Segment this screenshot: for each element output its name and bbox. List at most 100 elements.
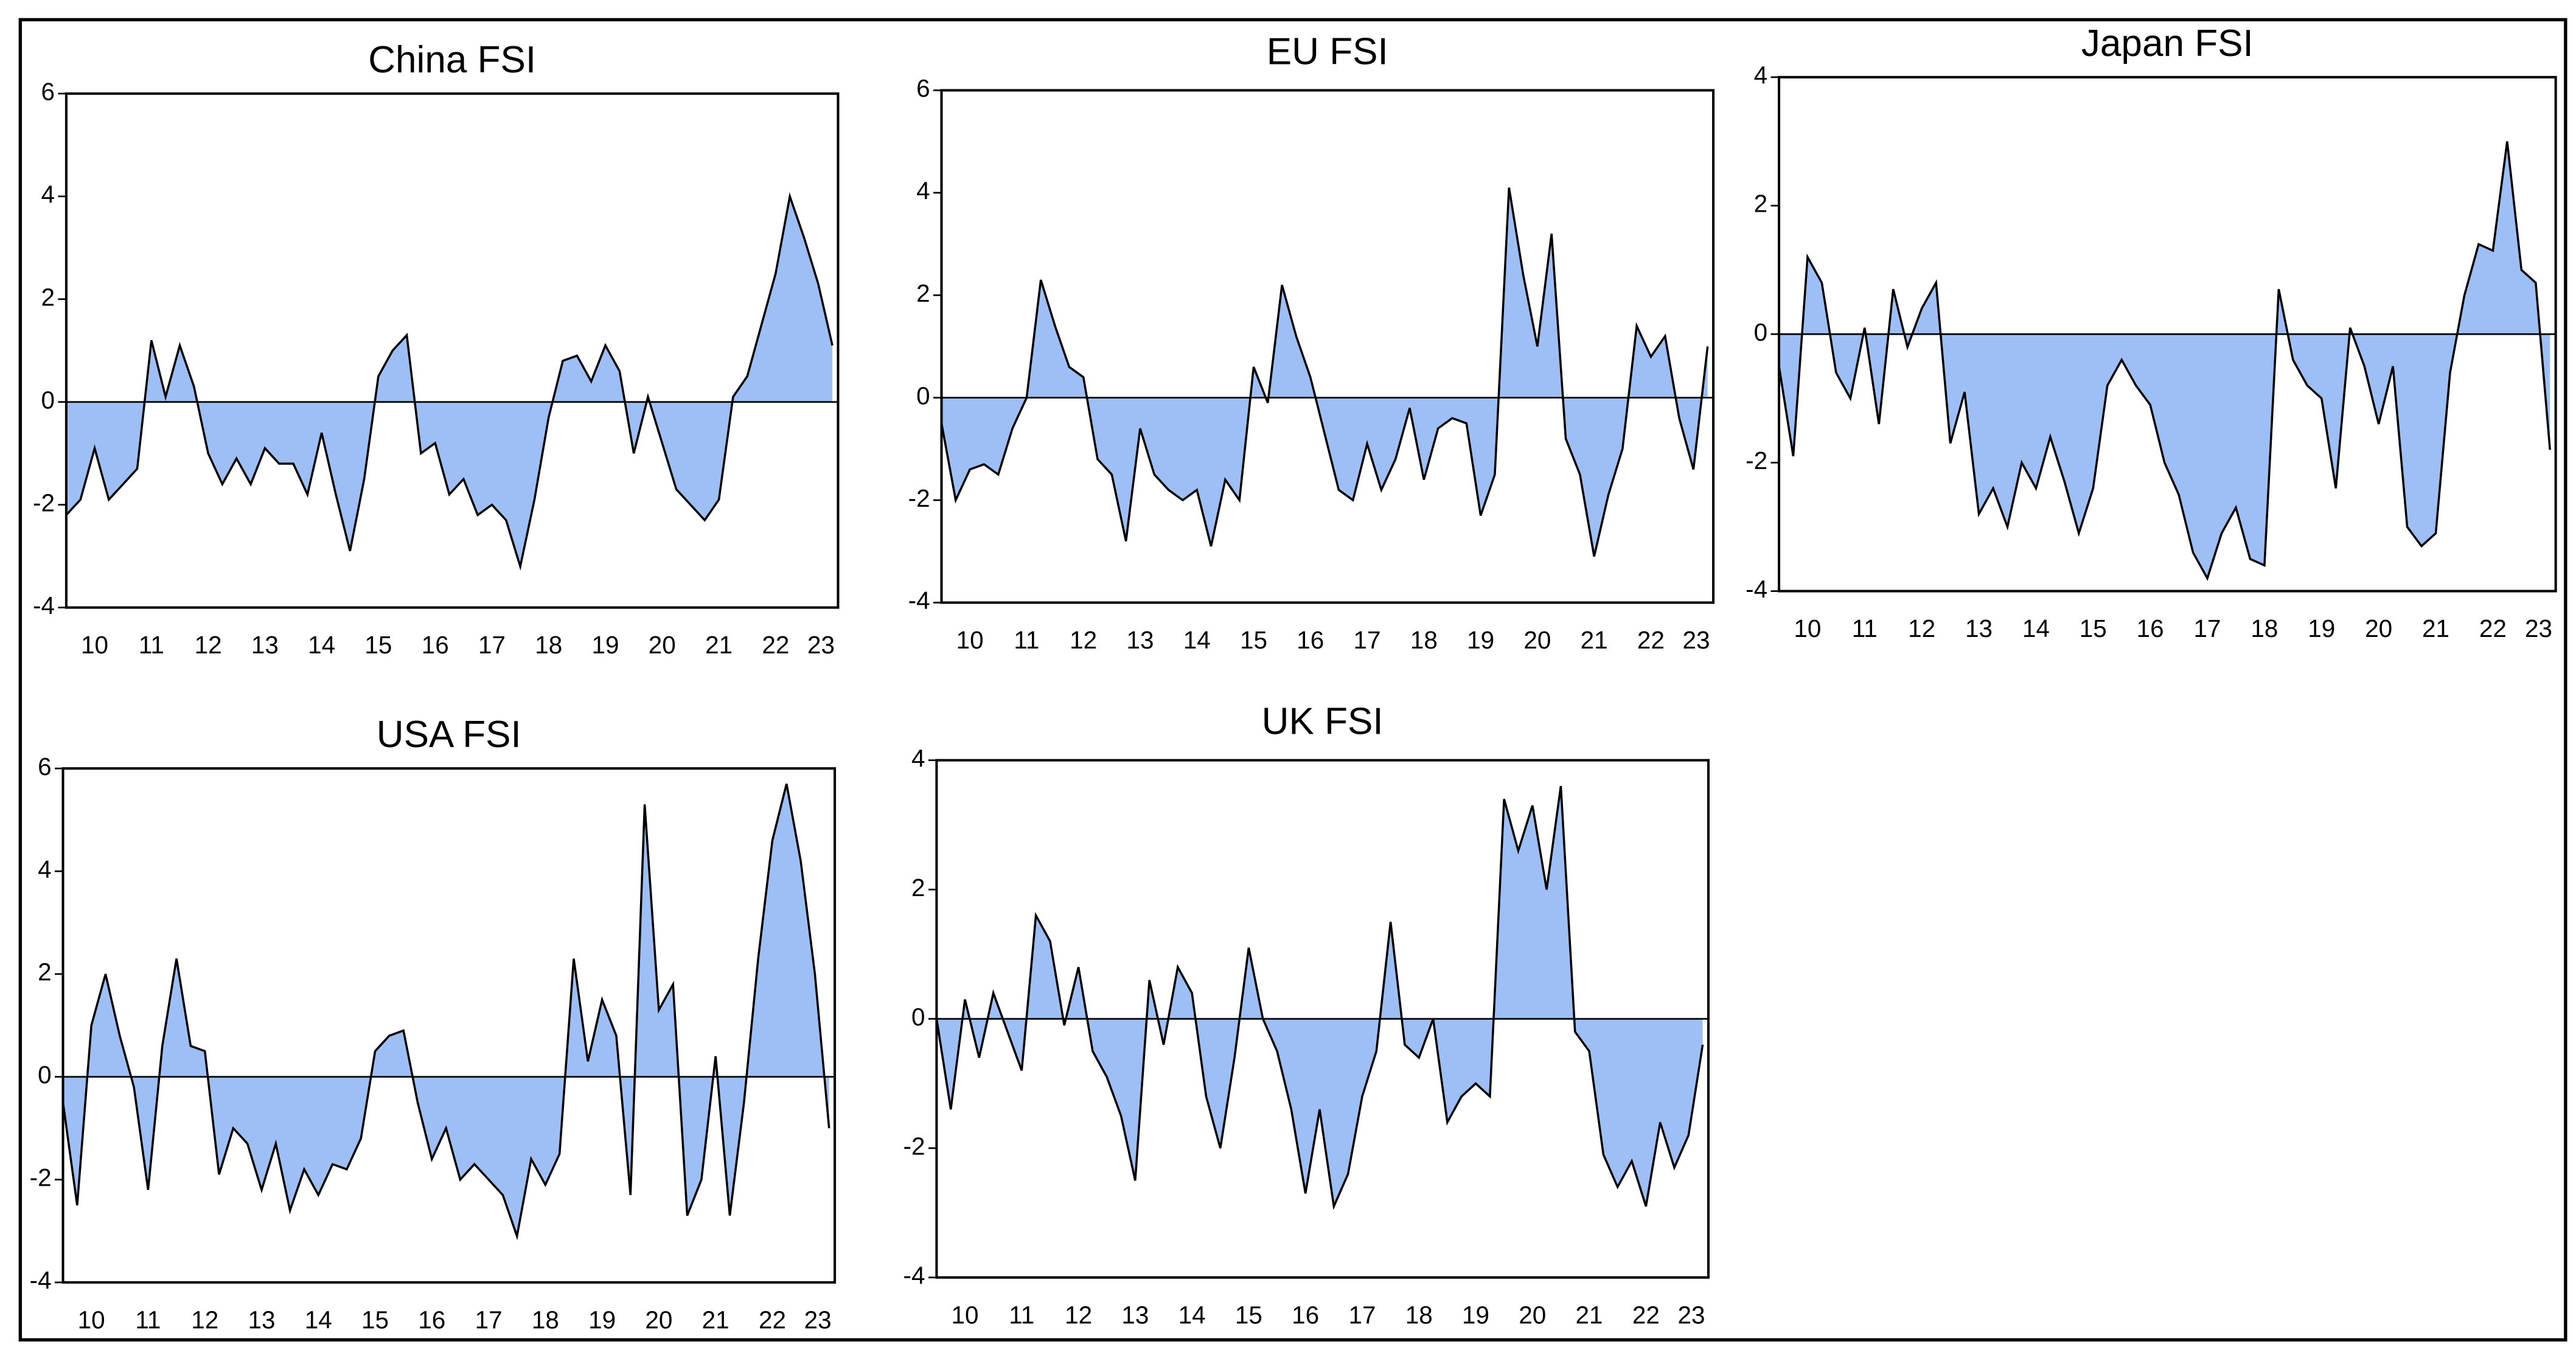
y-tick-label: -2 <box>903 1132 925 1160</box>
x-tick-label: 23 <box>2525 614 2552 642</box>
y-tick-label: 6 <box>38 753 52 781</box>
x-tick-label: 13 <box>1121 1301 1149 1329</box>
x-tick-label: 17 <box>478 631 506 659</box>
x-tick-label: 14 <box>305 1306 332 1334</box>
x-tick-label: 21 <box>702 1306 729 1334</box>
frame <box>18 18 2567 1342</box>
x-tick-label: 17 <box>1354 626 1381 654</box>
area-fill <box>941 187 1708 557</box>
x-tick-label: 13 <box>248 1306 275 1334</box>
plot-frame <box>940 89 1715 604</box>
plot-frame <box>1777 75 2557 593</box>
x-tick-label: 12 <box>1065 1301 1092 1329</box>
x-tick-label: 20 <box>1519 1301 1546 1329</box>
x-tick-label: 10 <box>956 626 984 654</box>
x-tick-label: 22 <box>759 1306 786 1334</box>
y-tick-label: -2 <box>908 484 930 512</box>
x-tick-label: 17 <box>1348 1301 1376 1329</box>
y-tick-label: 4 <box>916 177 930 205</box>
x-tick-label: 22 <box>2479 614 2507 642</box>
x-tick-label: 19 <box>1462 1301 1489 1329</box>
x-tick-label: 10 <box>81 631 108 659</box>
series-line <box>61 784 830 1240</box>
x-tick-label: 13 <box>1965 614 1993 642</box>
x-tick-label: 23 <box>807 631 835 659</box>
y-tick-label: 0 <box>41 386 55 414</box>
x-tick-label: 12 <box>1908 614 1935 642</box>
area-fill <box>936 786 1703 1206</box>
y-tick-label: -4 <box>33 591 55 619</box>
x-tick-label: 16 <box>1292 1301 1319 1329</box>
x-tick-label: 21 <box>705 631 733 659</box>
x-tick-label: 19 <box>588 1306 616 1334</box>
y-tick-label: -4 <box>1746 575 1767 603</box>
x-tick-label: 15 <box>364 631 392 659</box>
y-tick-label: 4 <box>911 744 925 772</box>
y-tick-label: -2 <box>33 489 55 517</box>
area-fill <box>66 196 833 567</box>
y-tick-label: 4 <box>38 855 52 883</box>
x-tick-label: 20 <box>2365 614 2392 642</box>
x-tick-label: 22 <box>762 631 789 659</box>
x-tick-label: 13 <box>1126 626 1154 654</box>
y-tick-label: -2 <box>30 1164 52 1192</box>
x-tick-label: 19 <box>1467 626 1494 654</box>
y-tick-label: 2 <box>1754 190 1768 218</box>
x-tick-label: 21 <box>2422 614 2449 642</box>
x-tick-label: 12 <box>195 631 222 659</box>
x-tick-label: 11 <box>1009 1301 1034 1329</box>
x-tick-label: 19 <box>592 631 619 659</box>
x-tick-label: 11 <box>1014 626 1039 654</box>
x-tick-label: 18 <box>532 1306 559 1334</box>
x-tick-label: 15 <box>361 1306 389 1334</box>
x-tick-label: 11 <box>1852 614 1878 642</box>
plot-frame <box>61 767 837 1284</box>
series-line <box>940 187 1709 557</box>
area-fill <box>1779 141 2550 579</box>
y-tick-label: 2 <box>41 283 55 311</box>
x-tick-label: 18 <box>2251 614 2278 642</box>
y-tick-label: 2 <box>911 874 925 902</box>
x-tick-label: 16 <box>2137 614 2164 642</box>
x-tick-label: 10 <box>952 1301 979 1329</box>
y-tick-label: -4 <box>903 1262 925 1290</box>
x-tick-label: 20 <box>1523 626 1551 654</box>
series-line <box>65 192 834 571</box>
chart-title: China FSI <box>368 39 536 81</box>
x-tick-label: 20 <box>645 1306 672 1334</box>
x-tick-label: 11 <box>135 1306 161 1334</box>
x-tick-label: 16 <box>422 631 449 659</box>
x-tick-label: 18 <box>535 631 562 659</box>
x-tick-label: 21 <box>1576 1301 1603 1329</box>
x-tick-label: 14 <box>308 631 335 659</box>
x-tick-label: 10 <box>78 1306 105 1334</box>
y-tick-label: -2 <box>1746 447 1767 475</box>
y-tick-label: 2 <box>916 279 930 307</box>
y-tick-label: -4 <box>30 1267 52 1295</box>
x-tick-label: 12 <box>191 1306 218 1334</box>
x-tick-label: 19 <box>2308 614 2335 642</box>
x-tick-label: 16 <box>1297 626 1324 654</box>
chart-title: Japan FSI <box>2081 23 2254 64</box>
x-tick-label: 15 <box>2080 614 2107 642</box>
x-tick-label: 23 <box>1683 626 1710 654</box>
y-tick-label: 4 <box>1754 61 1768 89</box>
x-tick-label: 15 <box>1235 1301 1262 1329</box>
x-tick-label: 18 <box>1405 1301 1433 1329</box>
x-tick-label: 22 <box>1632 1301 1660 1329</box>
chart-title: EU FSI <box>1267 30 1388 72</box>
x-tick-label: 17 <box>2194 614 2221 642</box>
x-tick-label: 16 <box>418 1306 445 1334</box>
chart-title: UK FSI <box>1262 701 1384 743</box>
x-tick-label: 11 <box>139 631 164 659</box>
x-tick-label: 10 <box>1794 614 1821 642</box>
y-tick-label: 0 <box>916 381 930 409</box>
x-tick-label: 15 <box>1240 626 1267 654</box>
x-tick-label: 17 <box>475 1306 503 1334</box>
chart-title: USA FSI <box>377 714 521 756</box>
y-tick-label: -4 <box>908 586 930 614</box>
x-tick-label: 14 <box>1178 1301 1206 1329</box>
x-tick-label: 23 <box>1677 1301 1705 1329</box>
